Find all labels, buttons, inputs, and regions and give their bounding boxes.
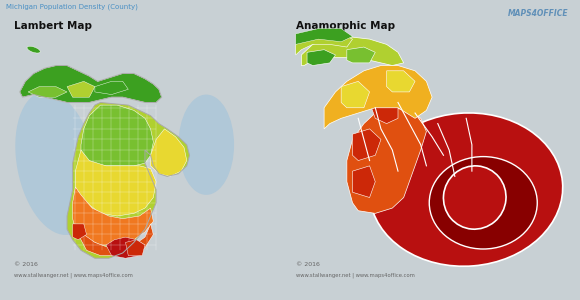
Text: © 2016: © 2016	[14, 262, 38, 267]
Polygon shape	[151, 129, 187, 176]
Polygon shape	[72, 224, 86, 240]
Polygon shape	[347, 47, 375, 63]
Ellipse shape	[15, 92, 96, 235]
Polygon shape	[75, 150, 156, 216]
Polygon shape	[324, 65, 432, 129]
Polygon shape	[307, 50, 335, 65]
Polygon shape	[296, 28, 353, 44]
Text: MAPS4OFFICE: MAPS4OFFICE	[508, 9, 568, 18]
Text: Michigan Population Density (County): Michigan Population Density (County)	[6, 3, 137, 10]
Polygon shape	[341, 81, 369, 108]
Polygon shape	[353, 129, 381, 160]
Text: www.stallwanger.net | www.maps4office.com: www.stallwanger.net | www.maps4office.co…	[296, 273, 415, 278]
Polygon shape	[28, 87, 67, 97]
Polygon shape	[72, 187, 153, 245]
Polygon shape	[302, 37, 404, 65]
Polygon shape	[296, 34, 353, 55]
Polygon shape	[387, 71, 415, 92]
Polygon shape	[81, 105, 153, 166]
Ellipse shape	[179, 94, 234, 195]
Polygon shape	[353, 166, 375, 197]
Polygon shape	[75, 224, 153, 256]
Text: © 2016: © 2016	[296, 262, 320, 267]
Text: Lambert Map: Lambert Map	[14, 21, 92, 31]
Polygon shape	[67, 103, 190, 258]
Polygon shape	[125, 240, 145, 256]
Polygon shape	[106, 237, 145, 258]
Ellipse shape	[369, 113, 563, 266]
Ellipse shape	[429, 157, 537, 249]
Polygon shape	[369, 97, 398, 124]
Polygon shape	[95, 81, 128, 94]
Ellipse shape	[27, 46, 40, 53]
Polygon shape	[67, 81, 95, 97]
Polygon shape	[347, 108, 426, 213]
Text: www.stallwanger.net | www.maps4office.com: www.stallwanger.net | www.maps4office.co…	[14, 273, 133, 278]
Ellipse shape	[444, 166, 506, 229]
Text: Anamorphic Map: Anamorphic Map	[296, 21, 395, 31]
Polygon shape	[20, 65, 162, 103]
